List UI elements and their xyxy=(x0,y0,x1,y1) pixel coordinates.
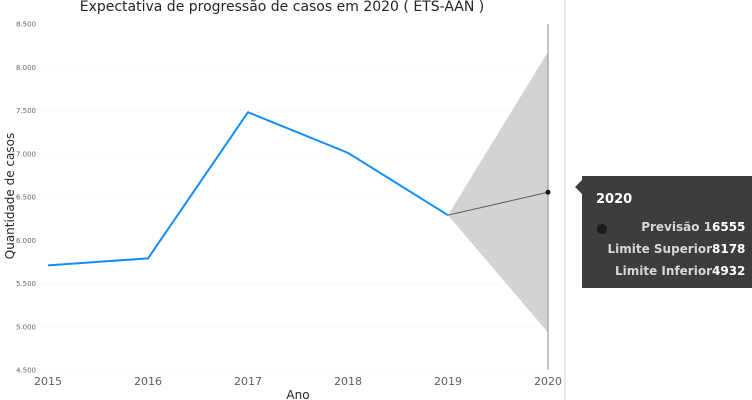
x-tick-label: 2016 xyxy=(134,375,162,388)
forecast-series-dot-icon xyxy=(597,224,607,234)
x-tick-label: 2018 xyxy=(334,375,362,388)
tooltip-value: 4932 xyxy=(712,264,746,278)
confidence-band xyxy=(448,51,548,333)
y-tick-label: 5.000 xyxy=(16,323,36,331)
tooltip-row-forecast: Previsão 1 6555 xyxy=(582,218,752,238)
grid-layer xyxy=(40,23,548,371)
tooltip-row-upper: Limite Superior 8178 xyxy=(582,240,752,260)
x-tick-label: 2020 xyxy=(534,375,562,388)
tooltip-value: 6555 xyxy=(712,220,746,234)
x-tick-label: 2015 xyxy=(34,375,62,388)
tooltip-caret xyxy=(575,180,582,194)
y-tick-label: 6.000 xyxy=(16,237,36,245)
x-tick-label: 2017 xyxy=(234,375,262,388)
y-tick-label: 6.500 xyxy=(16,194,36,202)
series-line-forecast xyxy=(447,191,549,216)
band-layer xyxy=(448,24,549,370)
y-tick-label: 7.000 xyxy=(16,150,36,158)
tooltip-value: 8178 xyxy=(712,242,746,256)
x-tick-label: 2019 xyxy=(434,375,462,388)
tooltip-label: Limite Inferior xyxy=(615,264,712,278)
forecast-point xyxy=(545,189,551,195)
y-tick-label: 5.500 xyxy=(16,280,36,288)
tick-layer: 4.500 5.000 5.500 6.000 6.500 7.000 7.500 8.000… xyxy=(16,21,562,389)
tooltip-title: 2020 xyxy=(596,192,633,207)
tooltip-label: Limite Superior xyxy=(607,242,712,256)
tooltip-label: Previsão 1 xyxy=(641,220,712,234)
chart-title: Expectativa de progressão de casos em 20… xyxy=(80,0,485,15)
y-tick-label: 8.000 xyxy=(16,64,36,72)
series-line-actual xyxy=(47,111,449,267)
forecast-tooltip: 2020 Previsão 1 6555 Limite Superior 817… xyxy=(582,176,752,288)
y-tick-label: 8.500 xyxy=(16,21,36,29)
y-axis-title: Quantidade de casos xyxy=(3,133,17,259)
line-layer xyxy=(47,111,551,267)
forecast-line-chart: Expectativa de progressão de casos em 20… xyxy=(3,0,562,400)
x-axis-title: Ano xyxy=(286,388,309,400)
y-tick-label: 7.500 xyxy=(16,107,36,115)
y-tick-label: 4.500 xyxy=(16,367,36,375)
page-divider xyxy=(564,0,566,400)
tooltip-row-lower: Limite Inferior 4932 xyxy=(582,262,752,282)
